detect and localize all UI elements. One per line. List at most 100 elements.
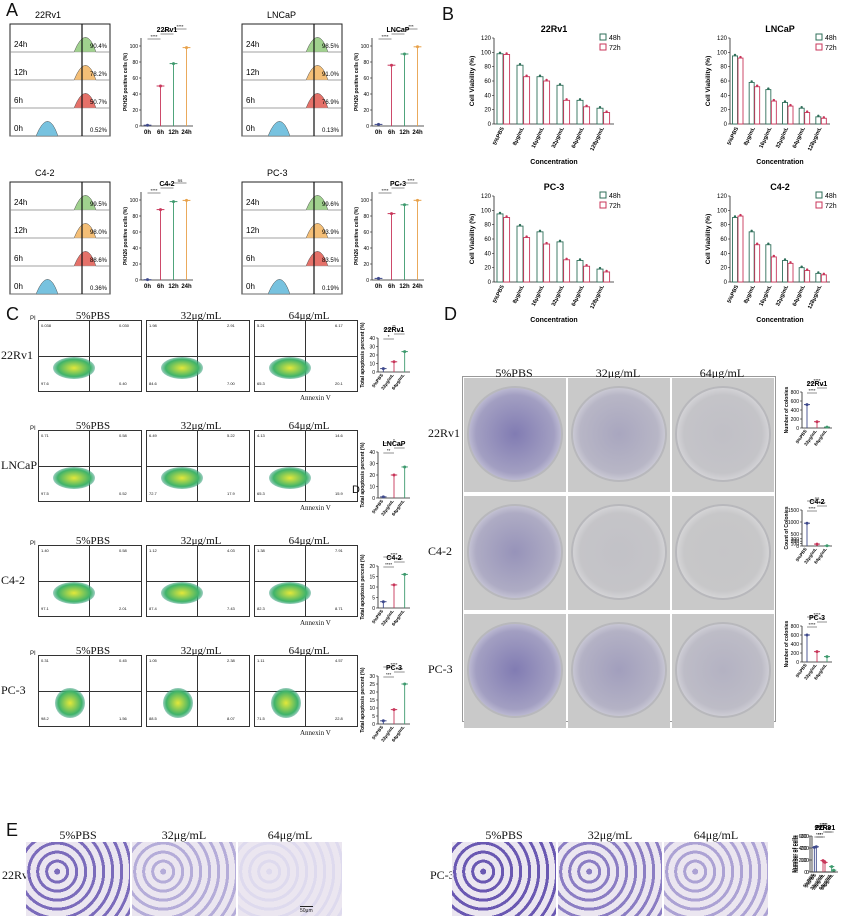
significance-label: **** <box>150 34 157 39</box>
apoptosis-dot-plot: 1.38 7.91 82.3 8.71 <box>254 545 358 617</box>
significance-label: **** <box>163 183 170 188</box>
flow-pct-label: 98.5% <box>322 44 340 50</box>
bar-48h <box>536 76 544 125</box>
flow-time-label: 12h <box>246 226 259 235</box>
y-axis-label: Count of Colonies <box>784 506 790 549</box>
y-axis-label: PKH26 positive cells (%) <box>354 207 360 265</box>
data-point <box>159 84 162 88</box>
bar-72h <box>543 243 551 283</box>
y-tick-label: 40 <box>484 251 491 257</box>
y-tick-label: 400 <box>791 408 800 414</box>
chart-B4: C4-2 0 20 40 60 80 100 120 Cell Viability (%) 5%P… <box>705 182 837 324</box>
quadrant-hline <box>255 581 357 582</box>
pi-axis-label: PI <box>30 426 36 432</box>
y-tick-label: 40 <box>363 246 369 252</box>
data-point <box>755 84 759 87</box>
chart-B2: LNCaP 0 20 40 60 80 100 120 Cell Viability (%) 5%… <box>705 24 837 166</box>
data-point <box>558 83 562 86</box>
chart-title: PC-3 <box>815 825 831 832</box>
significance-label: **** <box>808 622 815 627</box>
data-point <box>823 860 827 864</box>
y-tick-label: 80 <box>484 223 491 229</box>
data-point <box>377 276 380 280</box>
data-point <box>185 46 188 50</box>
panel-letter-d: D <box>444 304 457 324</box>
bar-72h <box>804 270 811 283</box>
panel-letter-c: C <box>6 304 19 324</box>
dot-cloud <box>163 688 193 718</box>
data-point <box>783 258 787 261</box>
x-tick-label: 12h <box>168 130 179 136</box>
dot-cloud <box>269 357 311 379</box>
x-tick-label: 0h <box>144 130 151 136</box>
y-tick-label: 200 <box>799 858 808 864</box>
significance-label: **** <box>385 562 392 567</box>
chart-title: LNCaP <box>765 24 795 34</box>
bar-48h <box>732 217 738 283</box>
bar-48h <box>798 267 805 283</box>
data-point <box>805 110 809 113</box>
flow-time-label: 6h <box>246 96 255 105</box>
flow-time-label: 12h <box>246 68 259 77</box>
bar-72h <box>583 106 591 125</box>
y-tick-label: 20 <box>484 108 491 114</box>
data-point <box>739 213 742 217</box>
y-tick-label: 600 <box>791 633 800 639</box>
bar-48h <box>748 81 755 125</box>
bar-48h <box>516 64 524 125</box>
legend-swatch <box>815 33 823 41</box>
bar-48h <box>556 84 564 125</box>
panel-letter-a: A <box>6 0 19 20</box>
x-tick-label: 6h <box>388 130 395 136</box>
flow-histograms: 22Rv1 24h 90.4% 12h 78.2% 6h 50.7% 0h 0.52% LNCaP… <box>9 10 343 295</box>
data-point <box>505 215 508 218</box>
dish-condition-label: 64μg/mL <box>699 366 745 380</box>
chart-title: 22Rv1 <box>815 825 836 832</box>
flow-condition-label: 5%PBS <box>75 535 111 547</box>
chart-title: 22Rv1 <box>807 381 828 388</box>
flow-cell-title: 22Rv1 <box>35 10 61 20</box>
flow-time-label: 0h <box>14 282 23 291</box>
colony-dish <box>675 504 771 600</box>
quadrant-q2-value: 0.030 <box>119 323 130 328</box>
y-tick-label: 20 <box>369 564 375 570</box>
x-tick-label: 8μg/mL <box>512 126 526 147</box>
data-point <box>518 63 522 66</box>
quadrant-q3-value: 0.52 <box>119 491 127 496</box>
x-tick-label: 0h <box>144 284 151 290</box>
x-tick-label: 12h <box>399 284 410 290</box>
flow-pct-label: 78.2% <box>90 72 108 78</box>
x-tick-label: 32μg/mL <box>775 126 790 150</box>
colony-dish <box>675 622 771 718</box>
dot-cloud <box>161 357 203 379</box>
apoptosis-dot-plot: 1.12 4.03 87.4 7.43 <box>146 545 250 617</box>
significance-label: * <box>393 438 395 443</box>
y-tick-label: 200 <box>791 539 800 545</box>
y-tick-label: 100 <box>717 50 728 56</box>
data-point <box>805 268 809 271</box>
y-tick-label: 60 <box>720 79 727 85</box>
flow-pct-label: 0.52% <box>90 128 108 134</box>
data-point <box>172 200 175 204</box>
pi-axis-label: PI <box>30 316 36 322</box>
data-point <box>822 116 826 119</box>
y-tick-label: 40 <box>363 92 369 98</box>
bar-72h <box>787 262 794 283</box>
significance-label: **** <box>808 388 815 393</box>
quadrant-q4-value: 88.5 <box>149 716 157 721</box>
flow-condition-label: 5%PBS <box>75 645 111 657</box>
y-tick-label: 20 <box>132 108 138 114</box>
y-tick-label: 60 <box>484 79 491 85</box>
transwell-micrograph <box>558 842 662 916</box>
legend-label: 72h <box>825 45 837 52</box>
data-point <box>498 211 502 215</box>
panel-letter-e: E <box>6 820 19 840</box>
y-tick-label: 200 <box>791 651 800 657</box>
quadrant-q4-value: 97.5 <box>41 491 49 496</box>
data-point <box>817 114 820 118</box>
flow-time-label: 12h <box>14 226 27 235</box>
x-tick-label: 5%PBS <box>492 126 506 146</box>
